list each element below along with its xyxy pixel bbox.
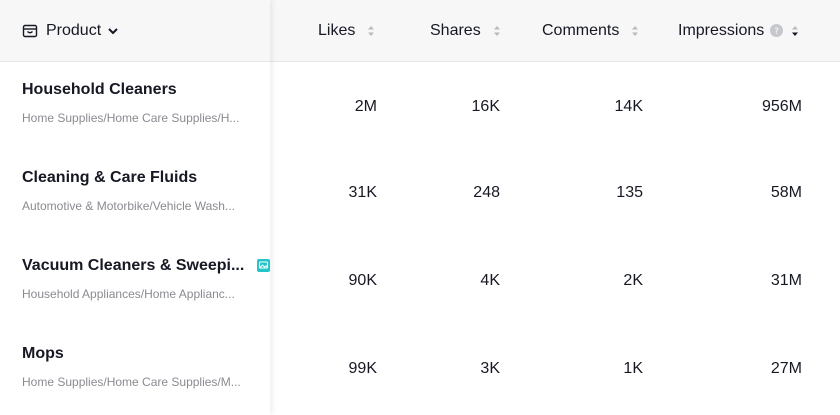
sort-descending-icon[interactable] [791, 25, 799, 37]
product-column-header[interactable]: Product [22, 22, 119, 40]
product-category: Home Supplies/Home Care Supplies/M... [22, 375, 241, 389]
likes-header-label: Likes [318, 21, 356, 39]
impressions-cell: 31M [770, 272, 802, 289]
shares-cell: 3K [480, 360, 500, 377]
image-badge-icon [257, 259, 270, 272]
impressions-cell: 27M [770, 360, 802, 377]
product-category: Home Supplies/Home Care Supplies/H... [22, 111, 240, 125]
comments-cell: 135 [616, 184, 643, 201]
product-category: Household Appliances/Home Applianc... [22, 287, 235, 301]
likes-column-header[interactable]: Likes [318, 0, 375, 61]
impressions-header-label: Impressions [678, 21, 765, 39]
product-column: Product Household Cleaners Home Supplies… [0, 0, 270, 415]
table-row[interactable]: Mops Home Supplies/Home Care Supplies/M.… [0, 325, 270, 413]
impressions-cell: 58M [770, 184, 802, 201]
shopping-bag-icon [22, 24, 38, 37]
product-column-header-cell: Product [0, 0, 270, 62]
shares-cell: 248 [473, 184, 500, 201]
comments-header-label: Comments [542, 21, 620, 39]
product-name[interactable]: Cleaning & Care Fluids [22, 169, 198, 186]
comments-cell: 1K [623, 360, 643, 377]
table-row[interactable]: Household Cleaners Home Supplies/Home Ca… [0, 61, 270, 149]
likes-cell: 90K [348, 272, 377, 289]
info-icon[interactable]: ? [770, 24, 784, 37]
sort-icon[interactable] [631, 25, 639, 37]
product-header-label: Product [46, 21, 102, 39]
shares-cell: 16K [471, 98, 500, 115]
comments-cell: 2K [623, 272, 643, 289]
comments-cell: 14K [614, 98, 643, 115]
chevron-down-icon[interactable] [107, 25, 119, 37]
product-name[interactable]: Household Cleaners [22, 81, 177, 98]
svg-text:?: ? [774, 27, 779, 37]
likes-cell: 31K [348, 184, 377, 201]
sort-icon[interactable] [493, 25, 501, 37]
likes-cell: 99K [348, 360, 377, 377]
impressions-cell: 956M [761, 98, 802, 115]
comments-column-header[interactable]: Comments [542, 0, 639, 61]
product-category: Automotive & Motorbike/Vehicle Wash... [22, 199, 235, 213]
table-row[interactable]: Vacuum Cleaners & Sweepi... Household Ap… [0, 237, 270, 325]
sort-icon[interactable] [367, 25, 375, 37]
product-name[interactable]: Vacuum Cleaners & Sweepi... [22, 257, 245, 274]
likes-cell: 2M [354, 98, 377, 115]
shares-column-header[interactable]: Shares [430, 0, 501, 61]
shares-header-label: Shares [430, 21, 481, 39]
shares-cell: 4K [480, 272, 500, 289]
product-name[interactable]: Mops [22, 345, 64, 362]
table-row[interactable]: Cleaning & Care Fluids Automotive & Moto… [0, 149, 270, 237]
impressions-column-header[interactable]: Impressions ? [678, 0, 799, 61]
